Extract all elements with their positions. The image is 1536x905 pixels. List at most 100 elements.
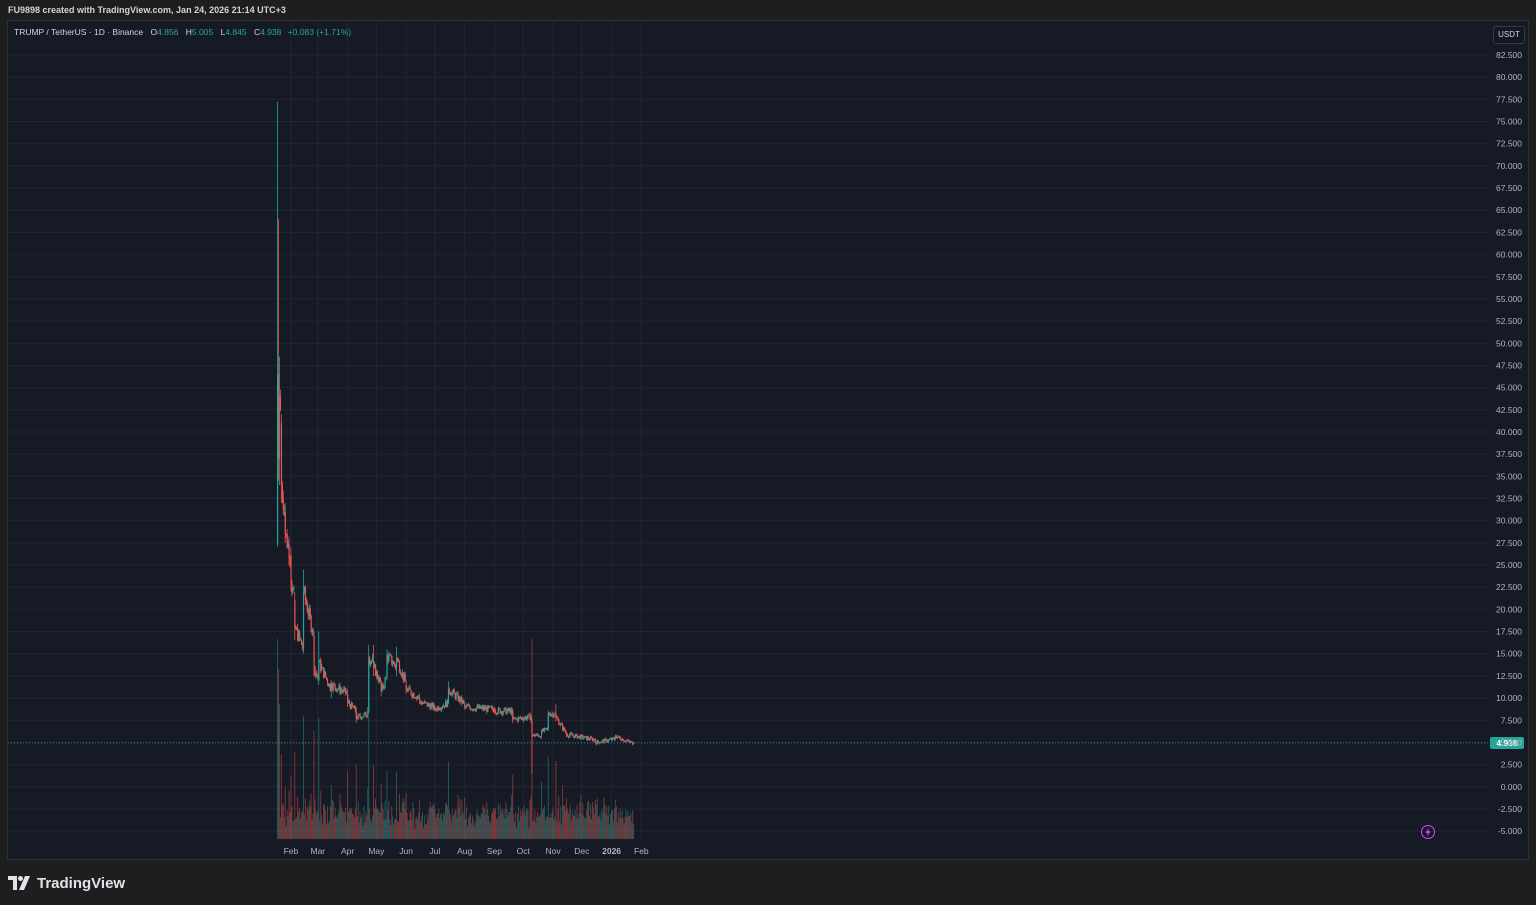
volume-bar: [453, 813, 455, 839]
candle-body: [345, 687, 347, 694]
time-axis[interactable]: Feb Mar Apr May Jun Jul Aug Sep Oct Nov Dec 2026 Feb: [284, 846, 649, 856]
candle-body: [633, 742, 635, 744]
volume-bar: [602, 812, 604, 839]
volume-bar: [600, 820, 602, 839]
symbol-name[interactable]: TRUMP / TetherUS · 1D · Binance: [14, 27, 144, 37]
volume-bar: [374, 808, 375, 839]
candle-body: [601, 740, 603, 743]
price-tick-label: 12.500: [1496, 671, 1522, 681]
candle-body: [283, 507, 285, 510]
candle-body: [546, 728, 548, 730]
volume-bar: [292, 820, 294, 839]
volume-bar: [313, 730, 315, 839]
volume-bar: [398, 793, 400, 839]
volume-bar: [561, 824, 563, 839]
currency-button[interactable]: USDT: [1493, 26, 1525, 44]
price-tick-label: 82.500: [1496, 50, 1522, 60]
lightning-bolt-icon[interactable]: [1421, 825, 1435, 839]
volume-bar: [462, 811, 464, 839]
candle-body: [602, 739, 604, 741]
volume-bar: [447, 761, 449, 839]
volume-bar: [473, 826, 475, 839]
candle-body: [614, 736, 617, 739]
volume-bar: [298, 812, 300, 839]
time-tick-label: Jun: [399, 846, 413, 856]
candle-body: [500, 711, 502, 714]
candlestick-chart[interactable]: 4.938 82.500 80.000 77.500 75.000 72.500 70.0…: [8, 21, 1528, 859]
candle-body: [448, 689, 451, 693]
price-axis[interactable]: 82.500 80.000 77.500 75.000 72.500 70.000 67.5…: [1496, 50, 1522, 836]
price-tick-label: -2.500: [1498, 804, 1522, 814]
volume-bar: [592, 807, 594, 839]
candle-body: [511, 708, 513, 715]
candle-body: [319, 660, 321, 663]
candle-body: [476, 705, 478, 708]
candle-body: [589, 739, 591, 740]
candle-body: [442, 707, 444, 708]
volume-bar: [372, 814, 373, 839]
candle-body: [356, 717, 358, 719]
candle-body: [363, 713, 365, 717]
price-tick-label: 37.500: [1496, 449, 1522, 459]
candle-body: [420, 701, 422, 703]
candle-body: [394, 662, 396, 666]
candle-body: [307, 612, 309, 616]
candle-body: [446, 699, 449, 708]
candle-body: [431, 703, 433, 705]
volume-bar: [565, 810, 566, 839]
open-key: O: [150, 27, 158, 37]
candle-body: [538, 735, 540, 737]
volume-bar: [629, 815, 631, 839]
volume-bar: [326, 824, 327, 839]
price-tick-label: 30.000: [1496, 516, 1522, 526]
candle-body: [282, 498, 284, 510]
candle-body: [447, 689, 450, 703]
low-value: 4.845: [225, 27, 247, 37]
time-tick-label: Sep: [487, 846, 502, 856]
volume-bar: [491, 813, 493, 839]
volume-bar: [394, 819, 396, 839]
candle-body: [406, 689, 408, 692]
volume-bar: [605, 813, 607, 839]
volume-bar: [396, 772, 397, 839]
volume-bar: [435, 817, 437, 839]
candle-body: [533, 734, 535, 736]
volume-bar: [411, 819, 413, 839]
volume-bar: [587, 801, 589, 839]
candle-body: [430, 704, 432, 710]
volume-bar: [294, 751, 296, 839]
volume-bar: [614, 799, 616, 839]
volume-bar: [557, 809, 559, 839]
volume-bar: [420, 822, 421, 839]
candle-body: [409, 687, 411, 691]
candle-body: [452, 689, 454, 693]
candle-body: [544, 728, 547, 729]
candle-body: [571, 733, 573, 736]
candle-body: [428, 703, 430, 706]
volume-bar: [291, 806, 293, 839]
candles[interactable]: [277, 102, 635, 774]
volume-bar: [297, 796, 299, 839]
candle-body: [289, 558, 291, 561]
candle-body: [434, 707, 436, 709]
volume-bar: [408, 820, 410, 839]
candle-body: [494, 710, 497, 714]
candle-body: [629, 741, 631, 743]
candle-body: [581, 734, 583, 736]
volume-bar: [356, 815, 358, 839]
time-tick-label: Jul: [430, 846, 441, 856]
candle-body: [329, 683, 331, 691]
volume-bar: [401, 803, 403, 839]
volume-bar: [367, 787, 369, 839]
candle-body: [578, 735, 580, 737]
candle-body: [375, 671, 378, 676]
candle-body: [439, 709, 441, 711]
volume-bar: [330, 785, 332, 839]
candle-body: [400, 674, 403, 676]
chart-pane[interactable]: 4.938 82.500 80.000 77.500 75.000 72.500 70.0…: [7, 20, 1529, 860]
volume-bar: [570, 820, 572, 839]
candle-body: [349, 701, 351, 705]
candle-body: [587, 737, 589, 740]
tradingview-logo[interactable]: TradingView: [8, 872, 125, 894]
time-tick-label: May: [368, 846, 385, 856]
